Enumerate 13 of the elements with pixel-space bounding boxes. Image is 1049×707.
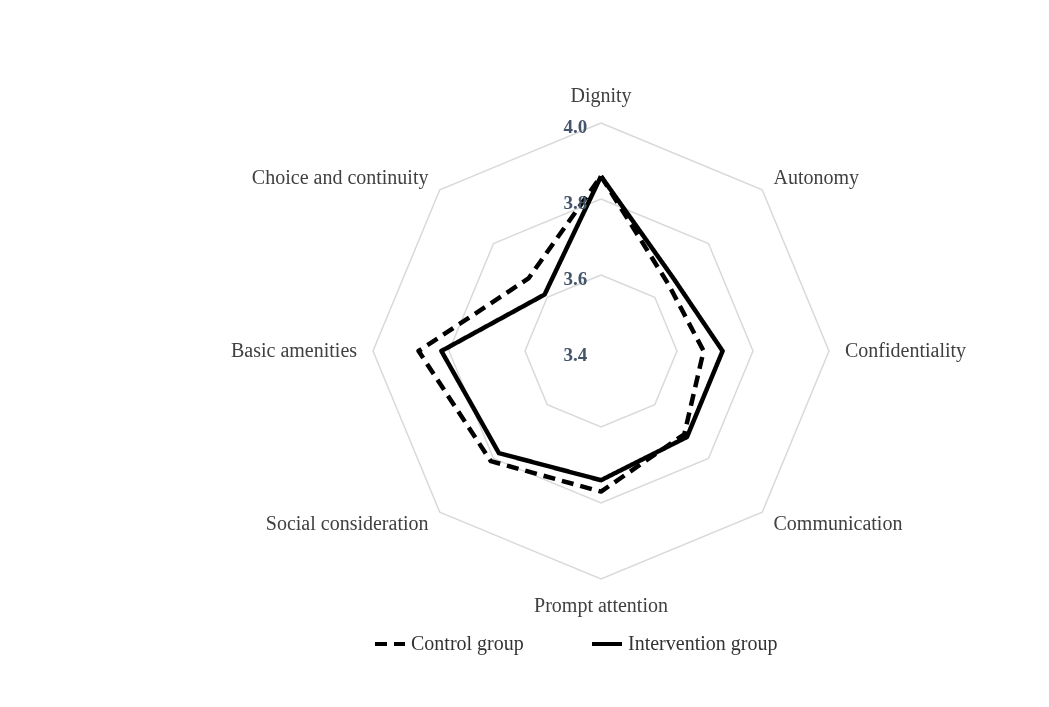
y-tick-label: 4.0 xyxy=(563,115,588,137)
legend-label: Intervention group xyxy=(628,632,778,655)
spoke-label: Basic amenities xyxy=(230,339,358,361)
legend-label: Control group xyxy=(411,632,524,655)
spoke-label: Prompt attention xyxy=(534,594,668,618)
spoke-label: Confidentiality xyxy=(844,339,967,362)
spoke-label: Choice and continuity xyxy=(251,166,429,190)
spoke-label: Dignity xyxy=(570,83,632,107)
y-tick-label: 3.6 xyxy=(563,267,588,289)
spoke-label: Social consideration xyxy=(265,511,429,534)
spoke-label: Communication xyxy=(773,511,903,534)
spoke-label: Autonomy xyxy=(773,166,860,190)
y-tick-label: 3.4 xyxy=(563,343,588,365)
